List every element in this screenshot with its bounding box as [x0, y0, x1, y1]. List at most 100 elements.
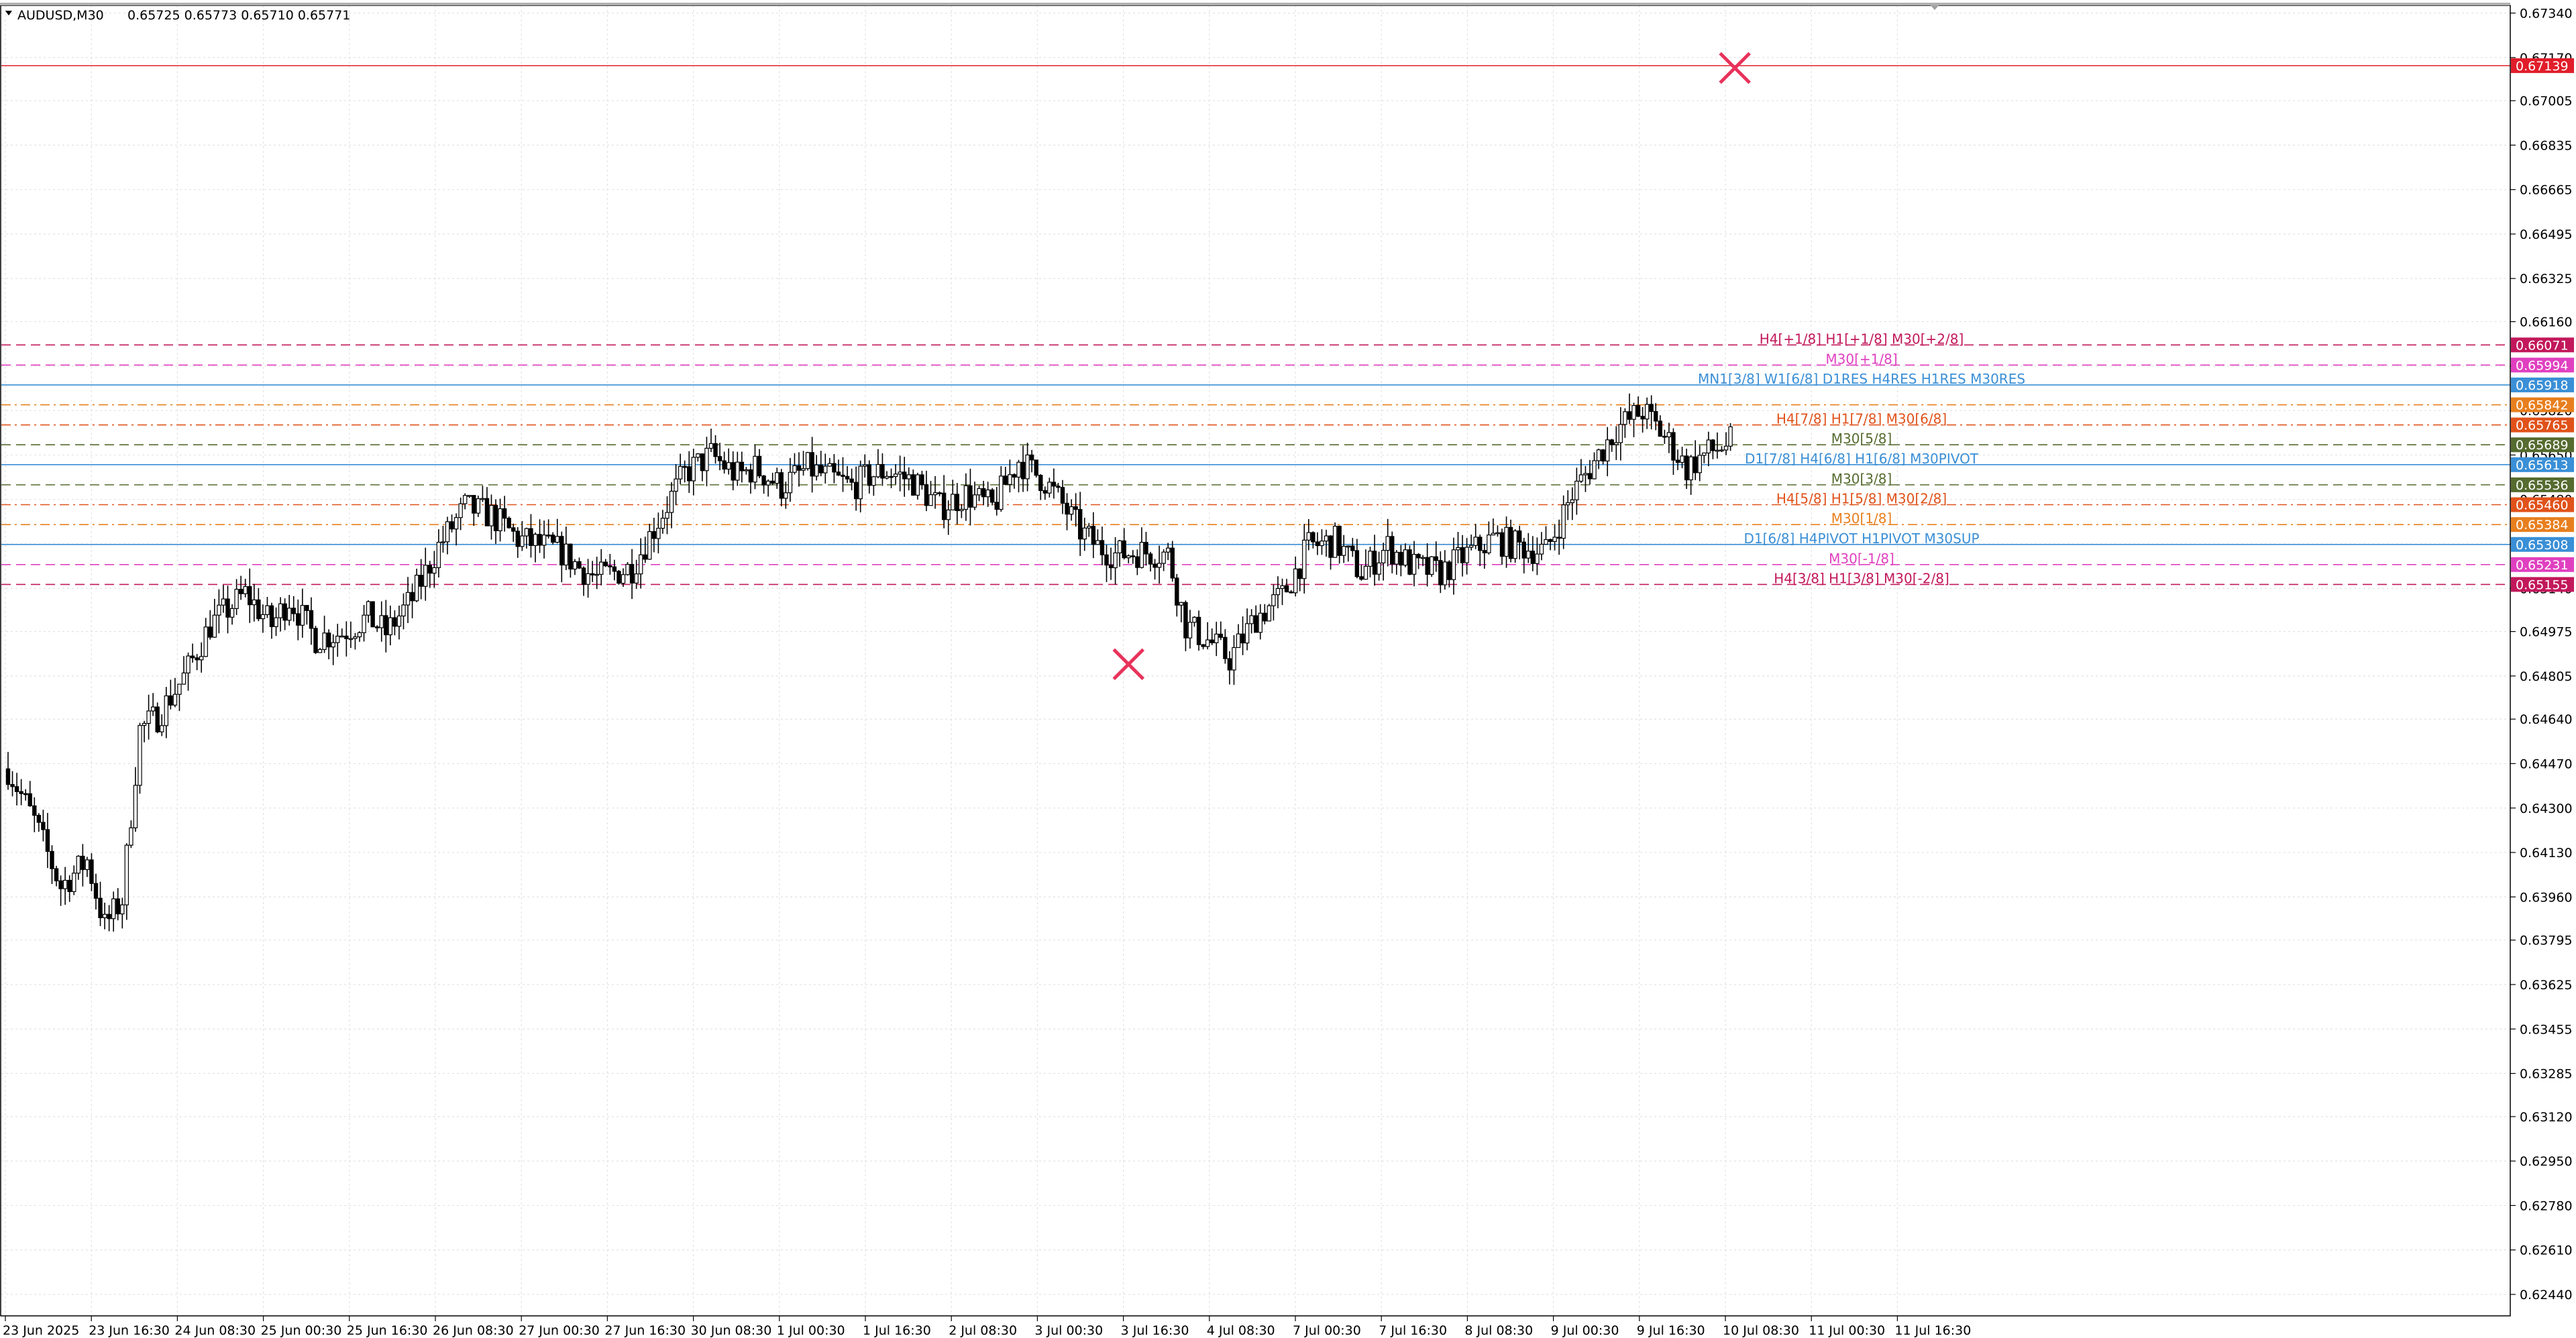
- candle-body: [489, 504, 494, 526]
- candle-body: [1302, 539, 1307, 579]
- candle-body: [853, 482, 859, 500]
- candle-body: [533, 534, 538, 547]
- candle-body: [1530, 551, 1536, 564]
- candle-body: [1047, 482, 1052, 494]
- candle-body: [1521, 541, 1526, 559]
- candle-body: [1407, 549, 1412, 575]
- candle-body: [1289, 591, 1293, 594]
- candle-body: [248, 586, 252, 606]
- candle-body: [1135, 556, 1140, 568]
- candle-body: [1420, 557, 1426, 559]
- candle-body: [1148, 553, 1153, 565]
- candle-body: [788, 471, 793, 494]
- candle-body: [62, 879, 68, 889]
- x-tick-label: 7 Jul 16:30: [1379, 1323, 1447, 1338]
- candle-body: [36, 815, 42, 823]
- candle-body: [278, 603, 283, 618]
- level-lines: H4[+1/8] H1[+1/8] M30[+2/8] M30[+1/8] MN1[…: [1, 65, 2510, 586]
- candle-body: [67, 879, 72, 893]
- candle-body: [1723, 445, 1729, 451]
- candle-body: [735, 461, 740, 481]
- x-tick-label: 9 Jul 00:30: [1551, 1323, 1619, 1338]
- candle-body: [1337, 526, 1342, 556]
- candle-body: [172, 693, 178, 706]
- candle-body: [357, 632, 362, 638]
- candle-body: [1706, 439, 1711, 454]
- candle-body: [1008, 474, 1012, 485]
- candle-body: [1381, 549, 1386, 563]
- x-tick-label: 1 Jul 16:30: [863, 1323, 931, 1338]
- candle-body: [401, 604, 406, 617]
- candle-body: [348, 638, 354, 640]
- candle-body: [989, 489, 995, 503]
- candle-body: [1372, 551, 1377, 575]
- candle-body: [713, 443, 718, 457]
- candle-body: [1578, 474, 1584, 482]
- candle-body: [1087, 526, 1091, 528]
- candle-body: [419, 575, 423, 587]
- candle-body: [1399, 551, 1403, 566]
- candle-body: [1275, 588, 1281, 596]
- candle-body: [1487, 535, 1491, 553]
- candle-body: [322, 632, 327, 650]
- candle-body: [186, 655, 191, 674]
- candle-body: [344, 635, 349, 639]
- price-badge: [2511, 497, 2574, 512]
- y-tick-label: 0.64300: [2520, 801, 2573, 816]
- candle-body: [1315, 541, 1320, 547]
- candle-body: [1170, 547, 1175, 579]
- candle-body: [54, 868, 59, 881]
- x-tick-label: 25 Jun 00:30: [261, 1323, 342, 1338]
- candle-body: [138, 725, 142, 786]
- candle-body: [142, 722, 147, 726]
- candle-body: [915, 474, 920, 496]
- candle-body: [902, 471, 907, 480]
- candle-body: [656, 528, 661, 539]
- candle-body: [546, 535, 551, 537]
- candle-body: [977, 488, 981, 496]
- candle-body: [770, 480, 775, 484]
- candle-body: [1495, 532, 1500, 535]
- candle-body: [1306, 532, 1311, 541]
- candle-body: [1077, 509, 1083, 540]
- candle-body: [1544, 539, 1548, 545]
- x-tick-label: 30 Jun 08:30: [691, 1323, 772, 1338]
- candle-body: [858, 465, 863, 500]
- candle-body: [1416, 553, 1421, 559]
- candle-body: [493, 504, 498, 531]
- candle-body: [441, 541, 445, 543]
- candle-body: [1451, 549, 1456, 580]
- candle-body: [1654, 410, 1658, 422]
- candle-body: [524, 528, 529, 537]
- y-tick-label: 0.63455: [2520, 1022, 2573, 1037]
- candle-body: [1099, 540, 1105, 555]
- candle-body: [1605, 439, 1610, 461]
- candle-body: [115, 898, 120, 915]
- candle-body: [313, 628, 318, 653]
- candle-body: [884, 476, 890, 479]
- candle-body: [453, 517, 459, 530]
- candle-body: [396, 615, 402, 627]
- price-badge: [2511, 537, 2574, 552]
- candle-body: [1623, 411, 1627, 425]
- x-tick-label: 10 Jul 08:30: [1723, 1323, 1799, 1338]
- candle-body: [1390, 536, 1395, 565]
- dropdown-triangle-icon[interactable]: [5, 11, 12, 15]
- markers: [1112, 52, 1751, 681]
- candle-body: [1447, 561, 1452, 580]
- price-badge-text: 0.65765: [2516, 419, 2569, 433]
- candle-body: [674, 478, 678, 492]
- price-badge-text: 0.65460: [2516, 498, 2569, 513]
- x-tick-label: 27 Jun 00:30: [519, 1323, 600, 1338]
- candle-body: [1596, 449, 1601, 461]
- candle-body: [1210, 639, 1214, 644]
- candle-body: [309, 610, 314, 629]
- candle-body: [50, 850, 54, 869]
- candle-body: [682, 465, 687, 468]
- candle-body: [1095, 540, 1100, 545]
- candle-body: [1042, 490, 1047, 494]
- axes: 0.673400.671700.670050.668350.666650.664…: [0, 3, 2573, 1338]
- candle-body: [634, 573, 639, 584]
- candle-body: [129, 827, 133, 846]
